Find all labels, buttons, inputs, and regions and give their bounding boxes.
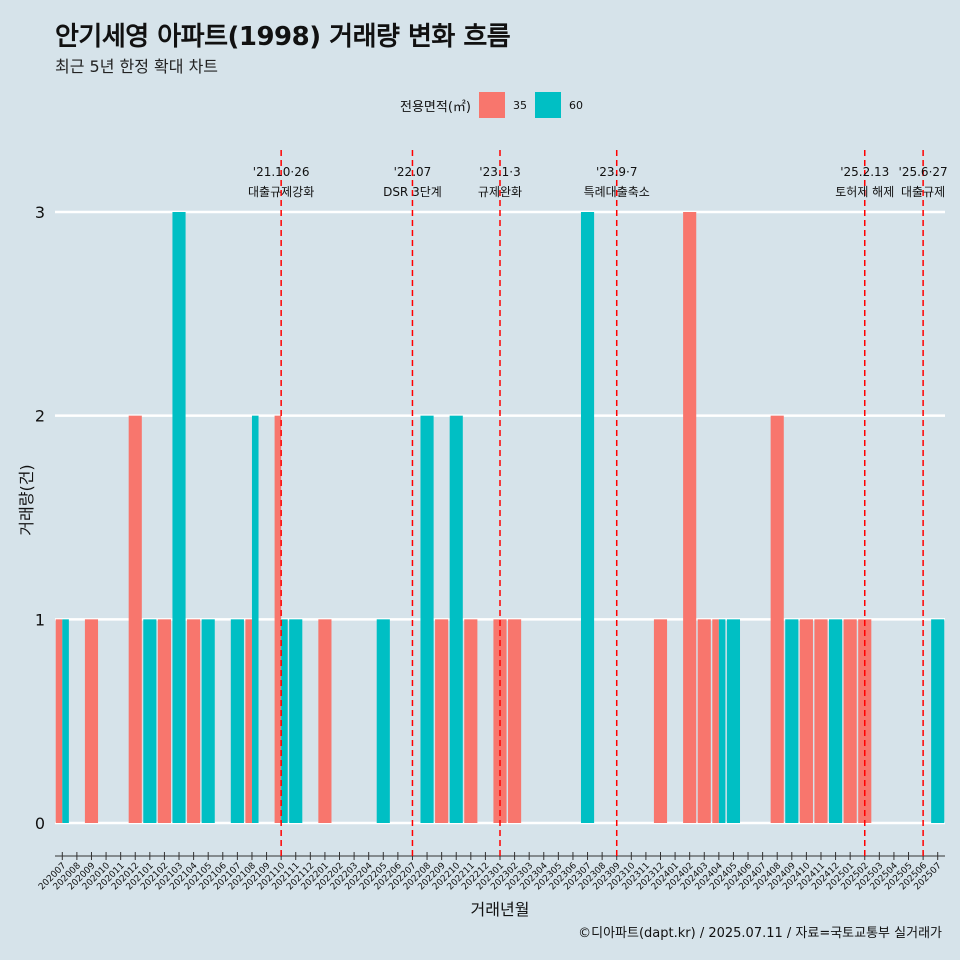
bar-202501-35 [843, 619, 857, 823]
event-name-label: DSR 3단계 [383, 185, 442, 199]
bar-202208-60 [420, 415, 434, 823]
bar-202409-60 [785, 619, 799, 823]
bar-202205-60 [376, 619, 390, 823]
event-name-label: 규제완화 [478, 185, 522, 199]
bar-202201-35 [318, 619, 332, 823]
bar-202104-35 [187, 619, 201, 823]
legend-label-35: 35 [512, 98, 527, 112]
legend-label-60: 60 [568, 98, 583, 112]
legend-title: 전용면적(㎡) [400, 99, 471, 115]
bar-202108-35 [245, 619, 252, 823]
y-tick-label: 1 [35, 610, 45, 629]
y-axis-title: 거래량(건) [17, 464, 36, 535]
event-date-label: '23.1·3 [479, 165, 520, 179]
bar-202102-35 [157, 619, 171, 823]
bar-202412-60 [829, 619, 843, 823]
bar-202211-35 [464, 619, 478, 823]
source-caption: ©디아파트(dapt.kr) / 2025.07.11 / 자료=국토교통부 실… [578, 926, 942, 941]
bar-202101-60 [143, 619, 157, 823]
event-date-label: '25.2.13 [840, 165, 889, 179]
bar-202312-35 [653, 619, 668, 823]
bar-202404-35 [712, 619, 719, 823]
bar-202111-60 [289, 619, 303, 823]
event-name-label: 토허제 해제 [835, 185, 894, 199]
bar-202507-60 [931, 619, 945, 823]
bar-202007-60 [62, 619, 69, 823]
bar-202307-60 [580, 212, 595, 823]
bar-202408-35 [770, 415, 784, 823]
bar-202410-35 [799, 619, 813, 823]
bar-202402-35 [683, 212, 697, 823]
chart-title: 안기세영 아파트(1998) 거래량 변화 흐름 [55, 22, 511, 52]
y-tick-label: 3 [35, 203, 45, 222]
legend-swatch-35 [478, 92, 505, 118]
event-date-label: '21.10·26 [253, 165, 310, 179]
bar-202110-35 [274, 415, 282, 823]
bar-202108-60 [251, 415, 259, 823]
event-date-label: '25.6·27 [899, 165, 948, 179]
bar-202110-60 [281, 619, 288, 823]
x-axis-title: 거래년월 [471, 900, 530, 919]
bar-202210-60 [449, 415, 463, 823]
legend-item-60: 60 [534, 92, 583, 118]
y-tick-label: 0 [35, 814, 45, 833]
bar-202107-60 [230, 619, 244, 823]
legend-swatch-60 [534, 92, 561, 118]
legend-item-35: 35 [478, 92, 527, 118]
bar-202209-35 [435, 619, 449, 823]
event-date-label: '23.9·7 [596, 165, 637, 179]
y-tick-label: 2 [35, 407, 45, 426]
bar-202007-35 [55, 619, 63, 823]
legend: 전용면적(㎡) 35 60 [400, 92, 591, 118]
event-name-label: 특례대출축소 [584, 185, 650, 199]
event-date-label: '22.07 [394, 165, 432, 179]
event-name-label: 대출규제강화 [248, 185, 314, 199]
event-name-label: 대출규제 [901, 185, 945, 199]
chart-subtitle: 최근 5년 한정 확대 차트 [55, 57, 219, 76]
bar-202403-35 [697, 619, 711, 823]
bar-202103-60 [172, 212, 186, 823]
bar-202105-60 [201, 619, 215, 823]
bar-202411-35 [814, 619, 828, 823]
bar-202404-60 [718, 619, 726, 823]
bar-202012-35 [128, 415, 142, 823]
bar-202009-35 [84, 619, 99, 823]
bar-202302-35 [508, 619, 522, 823]
bar-202405-60 [726, 619, 741, 823]
